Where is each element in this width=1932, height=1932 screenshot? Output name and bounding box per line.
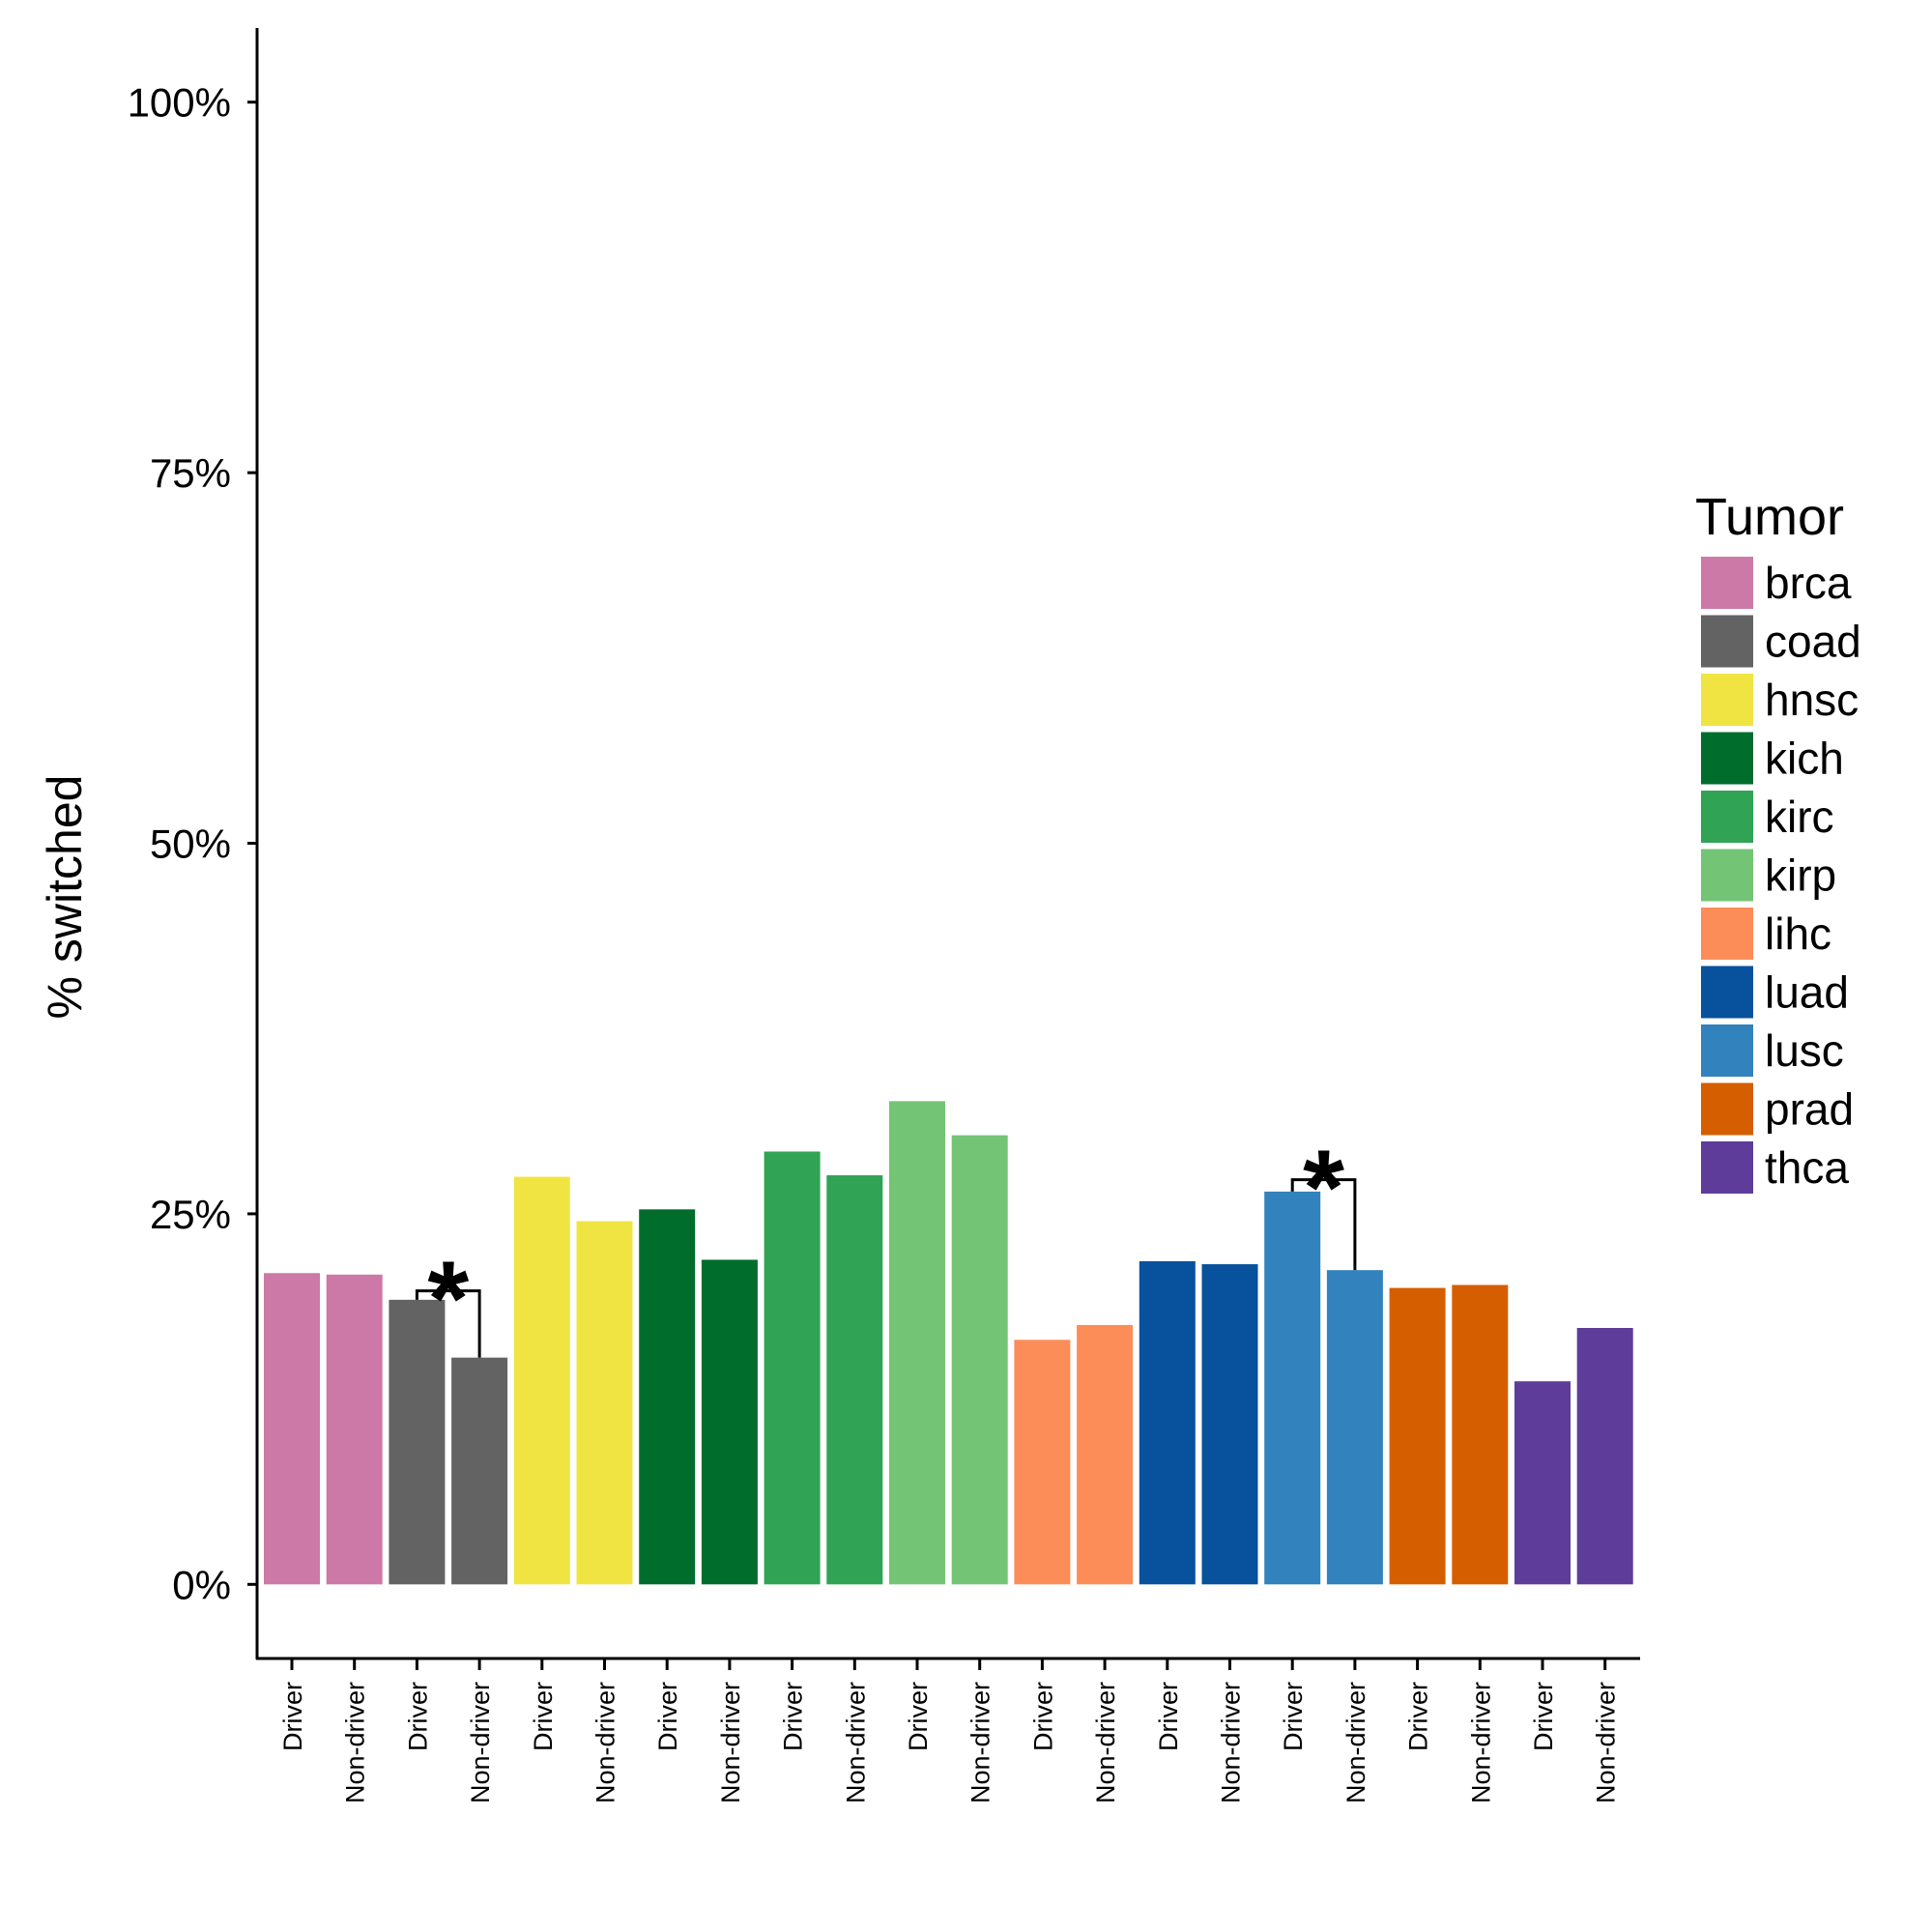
x-tick-label: Driver xyxy=(904,1682,933,1751)
x-tick-label: Driver xyxy=(779,1682,808,1751)
x-tick-label: Driver xyxy=(529,1682,558,1751)
legend-swatch-hnsc xyxy=(1701,674,1753,726)
x-tick-label: Non-driver xyxy=(341,1682,370,1803)
bar-coad-driver xyxy=(389,1299,446,1585)
y-tick-label: 25% xyxy=(150,1192,231,1237)
bar-hnsc-non-driver xyxy=(576,1221,633,1585)
legend-label-kirc: kirc xyxy=(1765,792,1834,842)
x-tick-label: Driver xyxy=(1529,1682,1558,1751)
x-tick-label: Non-driver xyxy=(1466,1682,1495,1803)
legend-label-kirp: kirp xyxy=(1765,851,1836,901)
bar-kich-non-driver xyxy=(701,1259,758,1585)
y-tick-label: 0% xyxy=(172,1562,231,1607)
x-tick-label: Non-driver xyxy=(1091,1682,1120,1803)
bar-lihc-driver xyxy=(1014,1340,1071,1585)
x-tick-label: Driver xyxy=(278,1682,307,1751)
x-tick-label: Non-driver xyxy=(841,1682,870,1803)
x-tick-label: Non-driver xyxy=(716,1682,745,1803)
legend-label-lusc: lusc xyxy=(1765,1025,1844,1076)
bar-thca-driver xyxy=(1514,1381,1571,1585)
y-tick-label: 100% xyxy=(128,80,231,126)
bar-lusc-driver xyxy=(1264,1191,1321,1585)
x-tick-label: Driver xyxy=(1154,1682,1183,1751)
y-tick-label: 75% xyxy=(150,450,231,496)
x-tick-label: Driver xyxy=(1279,1682,1308,1751)
bar-brca-driver xyxy=(264,1273,320,1585)
legend-swatch-lusc xyxy=(1701,1024,1753,1077)
x-tick-label: Driver xyxy=(1028,1682,1057,1751)
annotations-group: ** xyxy=(415,1129,1357,1359)
bar-hnsc-driver xyxy=(513,1176,570,1585)
x-ticks-group: Driver Non-driver Driver Non-driver Driver No… xyxy=(278,1659,1621,1803)
legend-swatch-coad xyxy=(1701,615,1753,668)
significance-star: * xyxy=(427,1240,469,1359)
legend-label-hnsc: hnsc xyxy=(1765,675,1859,725)
legend-swatch-thca xyxy=(1701,1141,1753,1194)
x-tick-label: Non-driver xyxy=(591,1682,620,1803)
bar-kich-driver xyxy=(639,1209,696,1585)
x-tick-label: Non-driver xyxy=(1341,1682,1370,1803)
bar-luad-driver xyxy=(1139,1260,1196,1585)
legend-label-prad: prad xyxy=(1765,1084,1854,1135)
bar-thca-non-driver xyxy=(1576,1327,1633,1585)
legend-swatch-lihc xyxy=(1701,908,1753,960)
x-tick-label: Non-driver xyxy=(466,1682,495,1803)
legend-label-brca: brca xyxy=(1765,558,1852,608)
bar-kirp-driver xyxy=(889,1101,945,1585)
bar-kirp-non-driver xyxy=(951,1135,1008,1585)
legend-label-coad: coad xyxy=(1765,617,1861,667)
x-tick-label: Non-driver xyxy=(1217,1682,1246,1803)
legend-label-kich: kich xyxy=(1765,734,1844,784)
legend-label-luad: luad xyxy=(1765,967,1849,1018)
bar-prad-driver xyxy=(1389,1287,1446,1585)
bar-kirc-non-driver xyxy=(826,1175,883,1585)
bars-group xyxy=(264,1101,1633,1585)
significance-bracket xyxy=(1290,1178,1357,1271)
legend-swatch-brca xyxy=(1701,557,1753,609)
x-tick-label: Non-driver xyxy=(1592,1682,1621,1803)
legend-label-thca: thca xyxy=(1765,1142,1849,1193)
bar-luad-non-driver xyxy=(1201,1264,1258,1585)
x-tick-label: Driver xyxy=(653,1682,682,1751)
bar-prad-non-driver xyxy=(1452,1284,1509,1585)
y-tick-label: 50% xyxy=(150,822,231,867)
y-axis-title: % switched xyxy=(38,775,92,1020)
legend-items: brca coad hnsc kich kirc kirp lihc luad lusc prad… xyxy=(1701,557,1861,1194)
legend: Tumor brca coad hnsc kich kirc kirp lihc luad lu… xyxy=(1695,488,1861,1194)
bar-lusc-non-driver xyxy=(1326,1270,1383,1585)
legend-swatch-kirc xyxy=(1701,791,1753,843)
x-tick-label: Non-driver xyxy=(966,1682,995,1803)
y-ticks-group: 0% 25% 50% 75% 100% xyxy=(128,80,257,1607)
legend-title: Tumor xyxy=(1695,488,1844,546)
bar-coad-non-driver xyxy=(451,1357,508,1585)
bar-lihc-non-driver xyxy=(1077,1324,1134,1585)
significance-star: * xyxy=(1303,1129,1344,1248)
legend-swatch-kirp xyxy=(1701,849,1753,902)
legend-swatch-kich xyxy=(1701,732,1753,785)
significance-bracket xyxy=(415,1289,481,1358)
legend-swatch-prad xyxy=(1701,1082,1753,1136)
legend-swatch-luad xyxy=(1701,966,1753,1019)
bar-kirc-driver xyxy=(764,1151,821,1585)
bar-brca-non-driver xyxy=(326,1274,383,1585)
legend-label-lihc: lihc xyxy=(1765,908,1831,959)
x-tick-label: Driver xyxy=(403,1682,432,1751)
x-tick-label: Driver xyxy=(1404,1682,1433,1751)
y-axis-title-group: % switched xyxy=(38,775,92,1020)
